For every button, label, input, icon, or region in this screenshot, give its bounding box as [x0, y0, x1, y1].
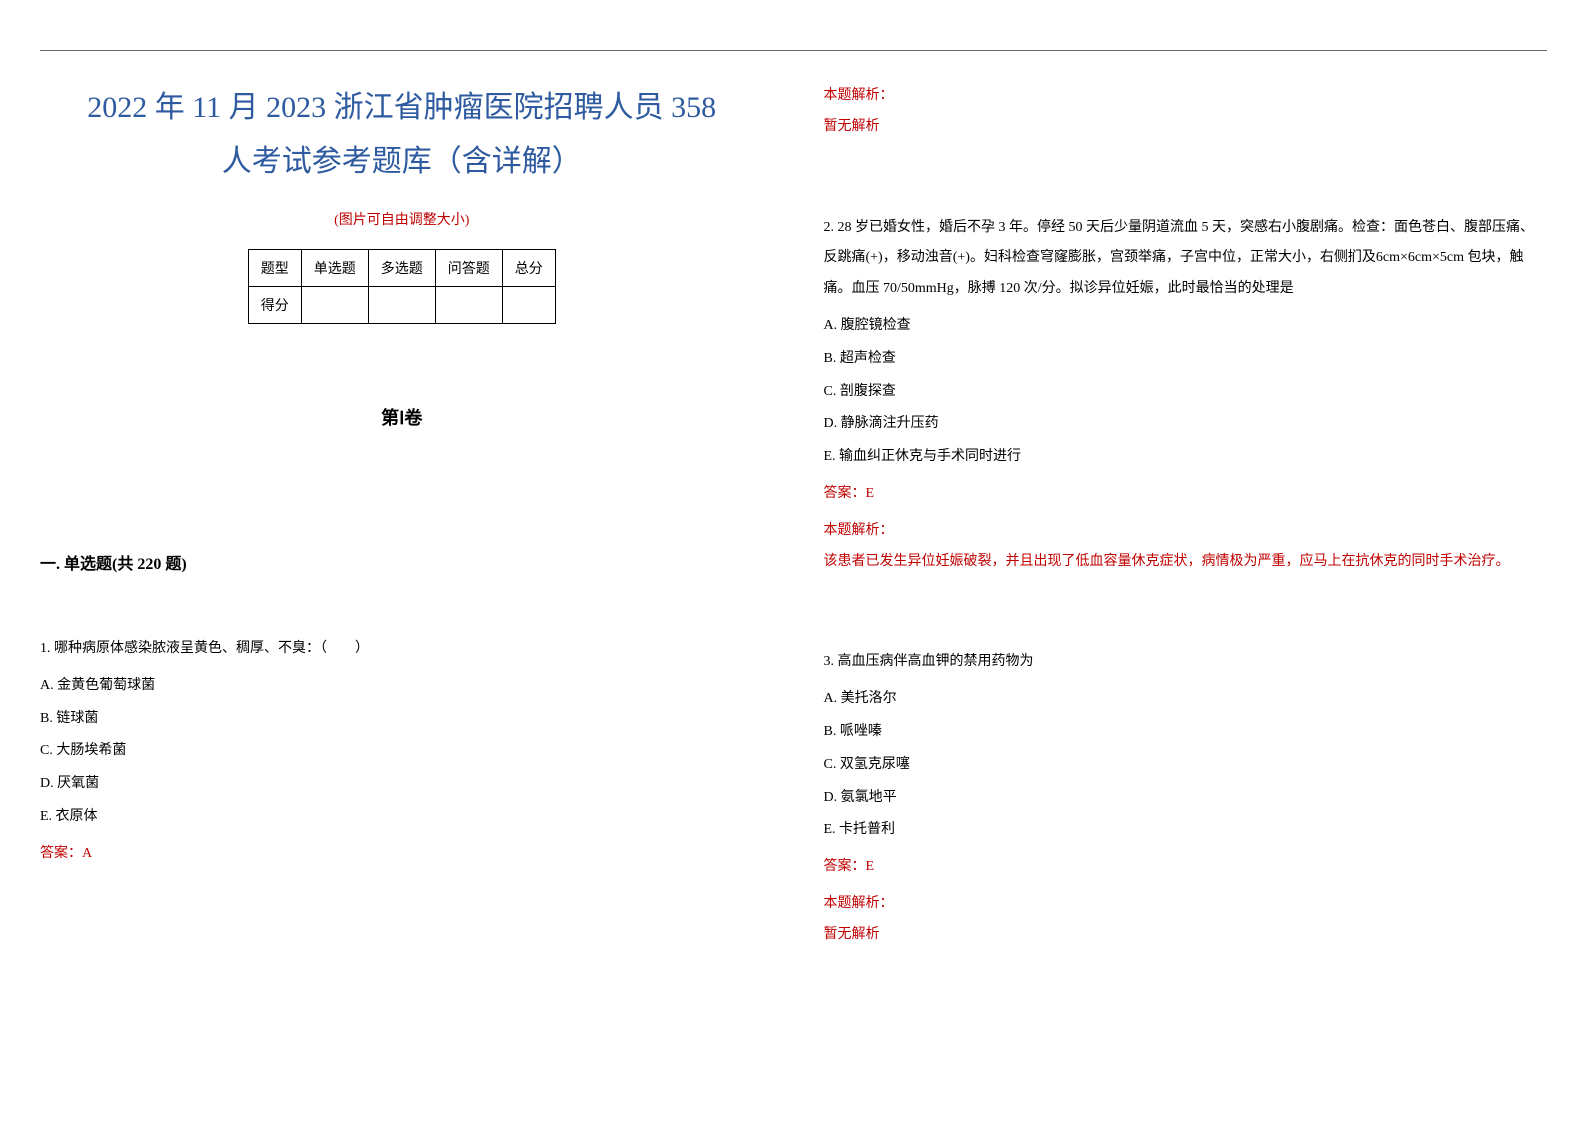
q2-analysis-label: 本题解析： [824, 516, 1548, 547]
q1-opt-d: D. 厌氧菌 [40, 769, 764, 800]
question-2: 2. 28 岁已婚女性，婚后不孕 3 年。停经 50 天后少量阴道流血 5 天，… [824, 213, 1548, 578]
question-1: 1. 哪种病原体感染脓液呈黄色、稠厚、不臭：（ ） A. 金黄色葡萄球菌 B. … [40, 634, 764, 870]
section-heading: 一. 单选题(共 220 题) [40, 550, 764, 574]
th-type: 题型 [248, 250, 301, 287]
q3-stem: 3. 高血压病伴高血钾的禁用药物为 [824, 647, 1548, 678]
q3-analysis-label: 本题解析： [824, 889, 1548, 920]
left-column: 2022 年 11 月 2023 浙江省肿瘤医院招聘人员 358 人考试参考题库… [40, 81, 764, 981]
q1-analysis: 本题解析： 暂无解析 [824, 81, 1548, 143]
score-table: 题型 单选题 多选题 问答题 总分 得分 [248, 249, 556, 324]
q3-opt-a: A. 美托洛尔 [824, 684, 1548, 715]
q3-opt-d: D. 氨氯地平 [824, 783, 1548, 814]
q3-opt-e: E. 卡托普利 [824, 815, 1548, 846]
cell-empty [301, 287, 368, 324]
spacer [824, 607, 1548, 647]
title-line-2: 人考试参考题库（含详解） [40, 135, 764, 189]
volume-label: 第Ⅰ卷 [40, 404, 764, 430]
q3-opt-b: B. 哌唑嗪 [824, 717, 1548, 748]
q1-analysis-label: 本题解析： [824, 81, 1548, 112]
document-title: 2022 年 11 月 2023 浙江省肿瘤医院招聘人员 358 人考试参考题库… [40, 81, 764, 189]
q1-opt-b: B. 链球菌 [40, 704, 764, 735]
q1-opt-c: C. 大肠埃希菌 [40, 736, 764, 767]
cell-empty [502, 287, 555, 324]
th-essay: 问答题 [435, 250, 502, 287]
right-column: 本题解析： 暂无解析 2. 28 岁已婚女性，婚后不孕 3 年。停经 50 天后… [824, 81, 1548, 981]
q1-analysis-body: 暂无解析 [824, 112, 1548, 143]
spacer [824, 173, 1548, 213]
q2-stem: 2. 28 岁已婚女性，婚后不孕 3 年。停经 50 天后少量阴道流血 5 天，… [824, 213, 1548, 305]
cell-empty [368, 287, 435, 324]
q1-opt-a: A. 金黄色葡萄球菌 [40, 671, 764, 702]
title-line-1: 2022 年 11 月 2023 浙江省肿瘤医院招聘人员 358 [40, 81, 764, 135]
q2-opt-e: E. 输血纠正休克与手术同时进行 [824, 442, 1548, 473]
resize-note: (图片可自由调整大小) [40, 209, 764, 229]
th-single: 单选题 [301, 250, 368, 287]
q2-opt-d: D. 静脉滴注升压药 [824, 409, 1548, 440]
q3-answer: 答案：E [824, 852, 1548, 883]
q2-analysis-body: 该患者已发生异位妊娠破裂，并且出现了低血容量休克症状，病情极为严重，应马上在抗休… [824, 547, 1548, 578]
q2-answer: 答案：E [824, 479, 1548, 510]
q2-opt-c: C. 剖腹探查 [824, 377, 1548, 408]
q3-opt-c: C. 双氢克尿噻 [824, 750, 1548, 781]
q2-opt-b: B. 超声检查 [824, 344, 1548, 375]
q1-stem: 1. 哪种病原体感染脓液呈黄色、稠厚、不臭：（ ） [40, 634, 764, 665]
row-label: 得分 [248, 287, 301, 324]
q1-opt-e: E. 衣原体 [40, 802, 764, 833]
two-column-layout: 2022 年 11 月 2023 浙江省肿瘤医院招聘人员 358 人考试参考题库… [40, 81, 1547, 981]
table-row: 题型 单选题 多选题 问答题 总分 [248, 250, 555, 287]
q3-analysis-body: 暂无解析 [824, 920, 1548, 951]
q1-answer: 答案：A [40, 839, 764, 870]
q2-opt-a: A. 腹腔镜检查 [824, 311, 1548, 342]
th-multi: 多选题 [368, 250, 435, 287]
question-3: 3. 高血压病伴高血钾的禁用药物为 A. 美托洛尔 B. 哌唑嗪 C. 双氢克尿… [824, 647, 1548, 950]
table-row: 得分 [248, 287, 555, 324]
th-total: 总分 [502, 250, 555, 287]
cell-empty [435, 287, 502, 324]
top-rule [40, 50, 1547, 51]
